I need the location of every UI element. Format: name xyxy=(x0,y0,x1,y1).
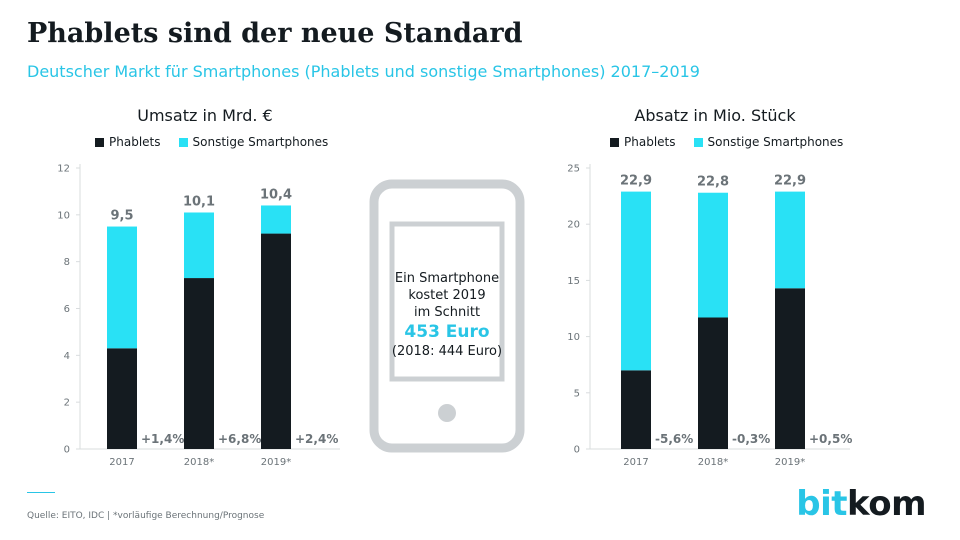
legend-label-phablets-2: Phablets xyxy=(624,135,676,149)
growth-label-1: +6,8% xyxy=(218,432,261,446)
bar-phablets-0 xyxy=(621,370,651,449)
x-tick-label-2: 2019* xyxy=(261,457,291,468)
bar-sonstige-2 xyxy=(775,191,805,289)
legend-label-sonstige: Sonstige Smartphones xyxy=(192,135,329,149)
y-tick-label-1: 2 xyxy=(64,398,70,409)
y-tick-label-0: 0 xyxy=(574,445,580,456)
chart-title-umsatz: Umsatz in Mrd. € xyxy=(137,106,273,125)
total-label-0: 22,9 xyxy=(620,174,652,189)
phone-line-3: im Schnitt xyxy=(413,305,481,320)
y-tick-label-3: 15 xyxy=(567,276,580,287)
legend-label-phablets: Phablets xyxy=(109,135,161,149)
y-tick-label-4: 20 xyxy=(567,220,580,231)
x-tick-label-0: 2017 xyxy=(623,457,648,468)
bar-phablets-0 xyxy=(107,348,137,449)
legend-label-sonstige-2: Sonstige Smartphones xyxy=(707,135,844,149)
bitkom-logo: bitkom xyxy=(796,484,926,524)
bar-sonstige-0 xyxy=(621,191,651,371)
x-tick-label-2: 2019* xyxy=(775,457,805,468)
y-tick-label-2: 10 xyxy=(567,332,580,343)
phone-line-2: kostet 2019 xyxy=(408,288,486,303)
total-label-1: 22,8 xyxy=(697,175,729,190)
y-tick-label-3: 6 xyxy=(64,304,70,315)
x-tick-label-1: 2018* xyxy=(698,457,728,468)
y-tick-label-5: 10 xyxy=(57,210,70,221)
legend-swatch-phablets xyxy=(95,137,104,147)
page-title: Phablets sind der neue Standard xyxy=(27,18,523,49)
legend-item-sonstige: Sonstige Smartphones xyxy=(178,135,329,149)
legend-umsatz: Phablets Sonstige Smartphones xyxy=(95,135,328,149)
chart-absatz: 0 5 10 15 20 25 22,9 -5,6% 2017 22,8 -0,3% 2018* 22,… xyxy=(567,164,852,469)
x-tick-label-0: 2017 xyxy=(109,457,134,468)
phone-info: Ein Smartphone kostet 2019 im Schnitt 45… xyxy=(378,270,516,360)
growth-label-0: +1,4% xyxy=(141,432,184,446)
total-label-2: 10,4 xyxy=(260,187,292,202)
x-tick-label-1: 2018* xyxy=(184,457,214,468)
bar-phablets-2 xyxy=(261,233,291,449)
legend-item-phablets-2: Phablets xyxy=(610,135,676,149)
bar-sonstige-2 xyxy=(261,205,291,234)
growth-label-0: -5,6% xyxy=(655,432,693,446)
y-tick-label-1: 5 xyxy=(574,388,580,399)
total-label-1: 10,1 xyxy=(183,194,215,209)
growth-label-2: +0,5% xyxy=(809,432,852,446)
growth-label-2: +2,4% xyxy=(295,432,338,446)
page-subtitle: Deutscher Markt für Smartphones (Phablet… xyxy=(27,62,700,81)
chart-title-absatz: Absatz in Mio. Stück xyxy=(634,106,796,125)
y-tick-label-0: 0 xyxy=(64,445,70,456)
legend-item-sonstige-2: Sonstige Smartphones xyxy=(693,135,844,149)
legend-swatch-phablets-2 xyxy=(610,137,619,147)
legend-absatz: Phablets Sonstige Smartphones xyxy=(610,135,843,149)
phone-line-1: Ein Smartphone xyxy=(394,271,500,286)
source-note: Quelle: EITO, IDC | *vorläufige Berechnu… xyxy=(27,511,265,521)
growth-label-1: -0,3% xyxy=(732,432,770,446)
legend-swatch-sonstige xyxy=(178,137,188,147)
logo-part-bit: bit xyxy=(796,484,848,524)
phone-note: (2018: 444 Euro) xyxy=(391,344,503,359)
chart-umsatz: 0 2 4 6 8 10 12 9,5 +1,4% 2017 10,1 +6,8% 2018* 10,4 +… xyxy=(57,164,340,468)
smartphone-icon xyxy=(369,179,525,453)
bar-sonstige-1 xyxy=(698,192,728,318)
y-tick-label-6: 12 xyxy=(57,164,70,175)
total-label-2: 22,9 xyxy=(774,174,806,189)
bar-phablets-1 xyxy=(184,278,214,449)
legend-item-phablets: Phablets xyxy=(95,135,161,149)
y-tick-label-5: 25 xyxy=(567,164,580,175)
footer-divider xyxy=(27,492,55,493)
bar-phablets-2 xyxy=(775,288,805,449)
bar-sonstige-1 xyxy=(184,212,214,279)
logo-part-kom: kom xyxy=(847,484,926,524)
legend-swatch-sonstige-2 xyxy=(693,137,703,147)
y-tick-label-2: 4 xyxy=(64,351,70,362)
y-tick-label-4: 8 xyxy=(64,257,70,268)
bar-sonstige-0 xyxy=(107,226,137,349)
bar-phablets-1 xyxy=(698,317,728,449)
phone-price: 453 Euro xyxy=(404,322,490,342)
total-label-0: 9,5 xyxy=(110,209,133,224)
